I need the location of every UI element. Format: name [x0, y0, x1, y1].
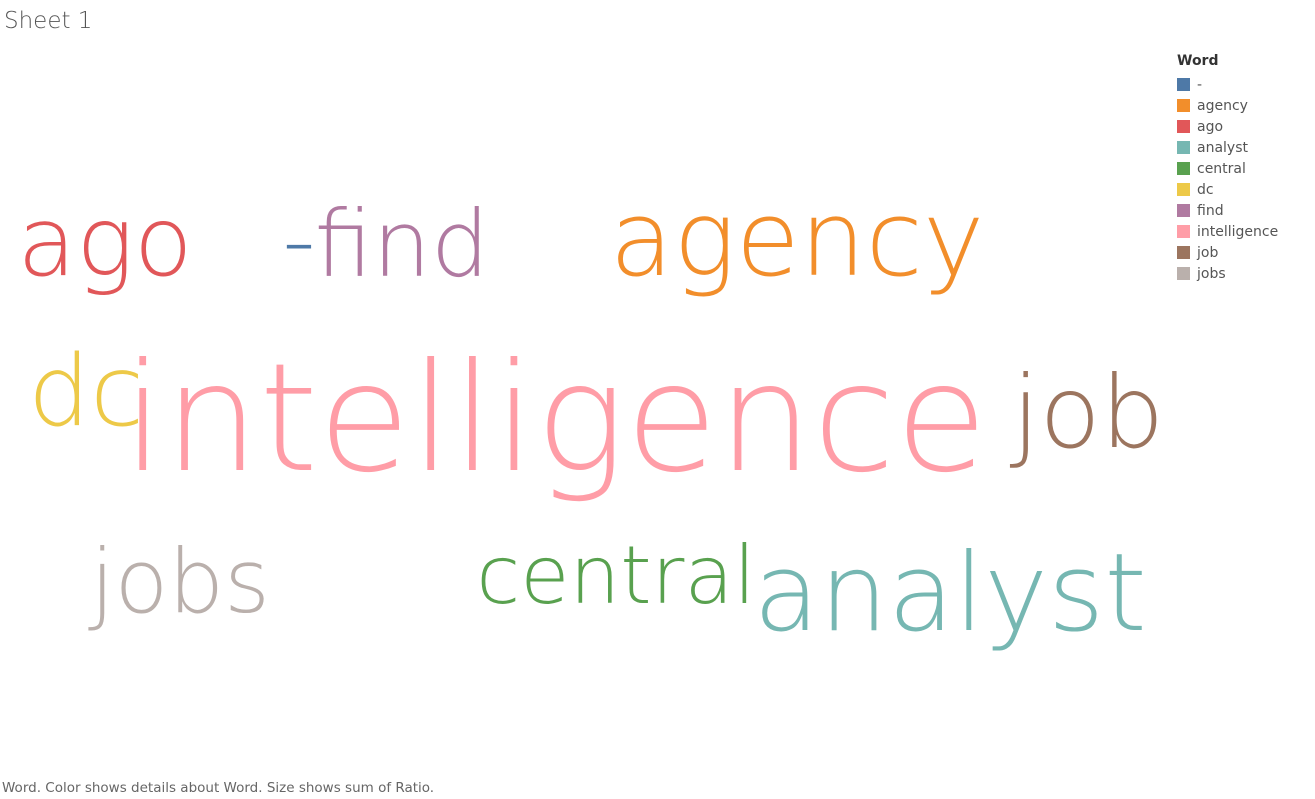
word-central[interactable]: central	[476, 529, 755, 622]
legend-swatch	[1177, 120, 1190, 133]
legend-label: dc	[1197, 181, 1214, 198]
color-legend[interactable]: Word - agency ago analyst central dc find intel…	[1177, 52, 1307, 284]
legend-label: jobs	[1197, 265, 1226, 282]
legend-item[interactable]: job	[1177, 242, 1307, 263]
legend-swatch	[1177, 141, 1190, 154]
legend-swatch	[1177, 225, 1190, 238]
legend-item[interactable]: dc	[1177, 179, 1307, 200]
word-find[interactable]: find	[315, 191, 490, 298]
legend-title: Word	[1177, 53, 1219, 69]
legend-label: central	[1197, 160, 1246, 177]
legend-item[interactable]: agency	[1177, 95, 1307, 116]
legend-swatch	[1177, 267, 1190, 280]
legend-label: intelligence	[1197, 223, 1279, 240]
word-dc[interactable]: dc	[28, 335, 144, 449]
word-jobs[interactable]: jobs	[88, 530, 270, 633]
chart-caption: Word. Color shows details about Word. Si…	[2, 780, 435, 796]
legend-label: ago	[1197, 118, 1224, 135]
word-dash[interactable]: -	[282, 187, 315, 294]
sheet-title: Sheet 1	[4, 8, 93, 34]
word-ago[interactable]: ago	[17, 186, 192, 298]
word-intelligence[interactable]: intelligence	[123, 332, 988, 506]
word-agency[interactable]: agency	[610, 178, 985, 300]
legend-swatch	[1177, 99, 1190, 112]
legend-label: agency	[1197, 97, 1248, 114]
legend-item[interactable]: -	[1177, 74, 1307, 95]
legend-item[interactable]: find	[1177, 200, 1307, 221]
legend-swatch	[1177, 78, 1190, 91]
legend-label: job	[1197, 244, 1219, 261]
legend-item[interactable]: central	[1177, 158, 1307, 179]
word-analyst[interactable]: analyst	[753, 531, 1146, 656]
legend-item[interactable]: jobs	[1177, 263, 1307, 284]
legend-item[interactable]: analyst	[1177, 137, 1307, 158]
legend-label: -	[1197, 76, 1203, 93]
legend-label: analyst	[1197, 139, 1248, 156]
legend-swatch	[1177, 162, 1190, 175]
legend-item[interactable]: intelligence	[1177, 221, 1307, 242]
legend-label: find	[1197, 202, 1224, 219]
legend-swatch	[1177, 183, 1190, 196]
word-job[interactable]: job	[1010, 354, 1160, 471]
legend-swatch	[1177, 246, 1190, 259]
legend-items: - agency ago analyst central dc find intelligen…	[1177, 74, 1307, 284]
legend-swatch	[1177, 204, 1190, 217]
legend-item[interactable]: ago	[1177, 116, 1307, 137]
